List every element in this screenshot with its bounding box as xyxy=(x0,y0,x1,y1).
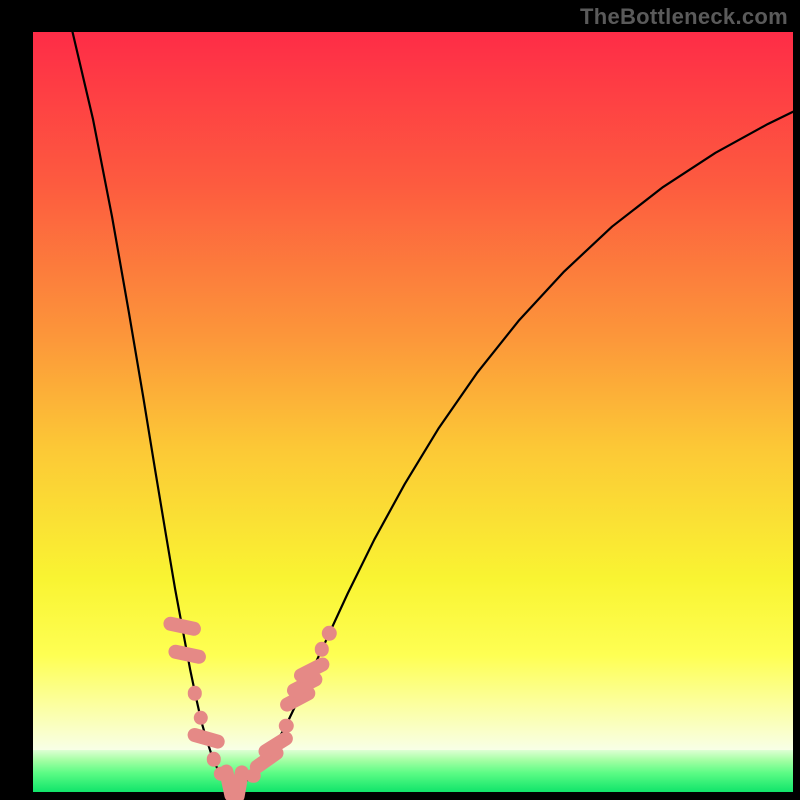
bottleneck-curve xyxy=(33,32,793,792)
curve-left-branch xyxy=(73,32,235,785)
watermark-text: TheBottleneck.com xyxy=(580,4,788,30)
plot-area xyxy=(33,32,793,792)
chart-frame: TheBottleneck.com xyxy=(0,0,800,800)
